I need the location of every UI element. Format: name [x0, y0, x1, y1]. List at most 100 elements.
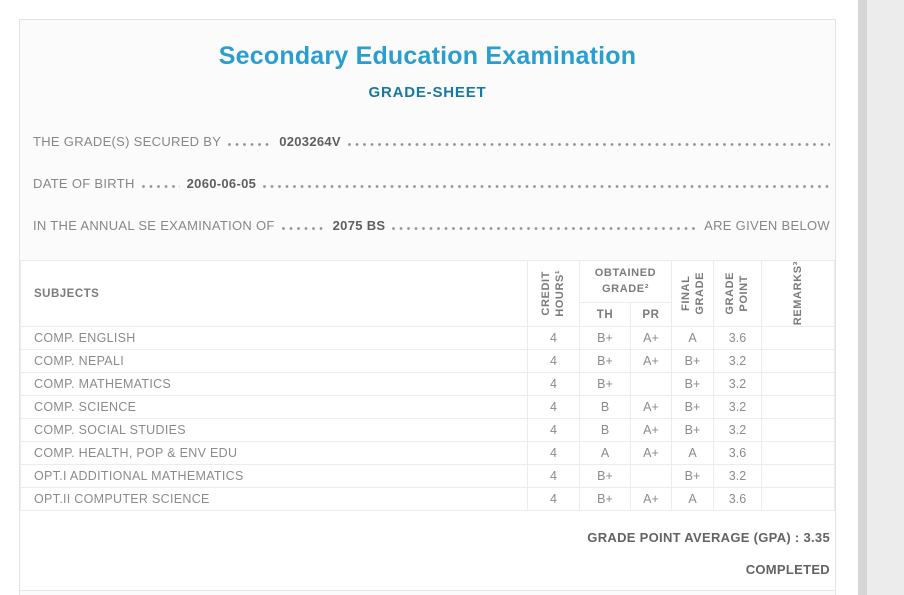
- remarks-cell: [761, 464, 835, 488]
- final-grade-cell: B+: [671, 464, 714, 488]
- header-row-1: SUBJECTS CREDIT HOURS¹ OBTAINED GRADE² F…: [20, 259, 835, 327]
- subject-cell: COMP. NEPALI: [20, 349, 528, 373]
- remarks-cell: [761, 372, 835, 396]
- final-grade-cell: B+: [671, 372, 714, 396]
- remarks-cell: [761, 326, 835, 350]
- final-grade-header: FINAL GRADE: [671, 260, 714, 327]
- th-grade-cell: A: [579, 441, 631, 465]
- intro-section: THE GRADE(S) SECURED BY 0203264V DATE OF…: [20, 134, 835, 234]
- dotted-leader: [347, 143, 830, 146]
- grade-point-cell: 3.2: [713, 418, 762, 442]
- table-row: COMP. ENGLISH 4 B+ A+ A 3.6: [20, 326, 835, 350]
- subject-cell: COMP. MATHEMATICS: [20, 372, 528, 396]
- examination-year-value: 2075 BS: [332, 218, 386, 233]
- subjects-header: SUBJECTS: [20, 260, 528, 327]
- secured-by-label: THE GRADE(S) SECURED BY: [33, 134, 222, 149]
- date-of-birth-line: DATE OF BIRTH 2060-06-05: [33, 176, 830, 192]
- grade-point-cell: 3.6: [713, 487, 762, 511]
- credit-cell: 4: [527, 464, 580, 488]
- table-row: COMP. MATHEMATICS 4 B+ B+ 3.2: [20, 372, 835, 396]
- result-summary: GRADE POINT AVERAGE (GPA) : 3.35 COMPLET…: [20, 511, 835, 591]
- subject-cell: COMP. SOCIAL STUDIES: [20, 418, 528, 442]
- page-subtitle: GRADE-SHEET: [368, 84, 487, 101]
- subject-cell: OPT.II COMPUTER SCIENCE: [20, 487, 528, 511]
- pr-grade-cell: A+: [630, 326, 672, 350]
- final-grade-cell: B+: [671, 418, 714, 442]
- obtained-grade-header: OBTAINED GRADE²: [579, 259, 672, 304]
- theory-header: TH: [579, 302, 631, 327]
- table-row: COMP. SOCIAL STUDIES 4 B A+ B+ 3.2: [20, 418, 835, 442]
- remarks-cell: [761, 441, 835, 465]
- th-grade-cell: B+: [579, 326, 631, 350]
- grade-point-cell: 3.2: [713, 464, 762, 488]
- grade-sheet-card: Secondary Education Examination GRADE-SH…: [19, 19, 836, 595]
- pr-grade-cell: A+: [630, 349, 672, 373]
- pr-grade-cell: A+: [630, 395, 672, 419]
- th-grade-cell: B+: [579, 349, 631, 373]
- grade-point-cell: 3.6: [713, 441, 762, 465]
- grade-point-cell: 3.2: [713, 349, 762, 373]
- secured-by-line: THE GRADE(S) SECURED BY 0203264V: [33, 134, 830, 150]
- status-badge: COMPLETED: [745, 562, 830, 577]
- remarks-cell: [761, 349, 835, 373]
- gpa-label: GRADE POINT AVERAGE (GPA) :: [587, 530, 800, 545]
- remarks-cell: [761, 418, 835, 442]
- credit-cell: 4: [527, 372, 580, 396]
- dotted-leader: [392, 227, 698, 230]
- pr-grade-cell: A+: [630, 487, 672, 511]
- remarks-header: REMARKS³: [761, 260, 835, 327]
- dotted-leader: [281, 227, 326, 230]
- th-grade-cell: B: [579, 395, 631, 419]
- dotted-leader: [141, 185, 180, 188]
- table-row: OPT.I ADDITIONAL MATHEMATICS 4 B+ B+ 3.2: [20, 464, 835, 488]
- grades-table-section: SUBJECTS CREDIT HOURS¹ OBTAINED GRADE² F…: [20, 259, 835, 591]
- pr-grade-cell: [630, 464, 672, 488]
- final-grade-cell: B+: [671, 349, 714, 373]
- pr-grade-cell: A+: [630, 441, 672, 465]
- credit-cell: 4: [527, 326, 580, 350]
- grades-table: SUBJECTS CREDIT HOURS¹ OBTAINED GRADE² F…: [20, 259, 835, 511]
- examination-label: IN THE ANNUAL SE EXAMINATION OF: [33, 218, 275, 233]
- date-of-birth-value: 2060-06-05: [186, 176, 257, 191]
- gpa-line: GRADE POINT AVERAGE (GPA) : 3.35: [25, 530, 830, 545]
- page-title: Secondary Education Examination: [218, 42, 637, 70]
- credit-cell: 4: [527, 441, 580, 465]
- table-row: OPT.II COMPUTER SCIENCE 4 B+ A+ A 3.6: [20, 487, 835, 511]
- table-row: COMP. SCIENCE 4 B A+ B+ 3.2: [20, 395, 835, 419]
- final-grade-cell: A: [671, 487, 714, 511]
- final-grade-cell: B+: [671, 395, 714, 419]
- are-given-below-label: ARE GIVEN BELOW: [704, 218, 830, 233]
- th-grade-cell: B+: [579, 464, 631, 488]
- remarks-cell: [761, 395, 835, 419]
- right-gutter: [867, 0, 904, 595]
- dotted-leader: [228, 143, 273, 146]
- th-grade-cell: B+: [579, 372, 631, 396]
- table-row: COMP. NEPALI 4 B+ A+ B+ 3.2: [20, 349, 835, 373]
- credit-cell: 4: [527, 395, 580, 419]
- remarks-cell: [761, 487, 835, 511]
- credit-cell: 4: [527, 487, 580, 511]
- subject-cell: COMP. ENGLISH: [20, 326, 528, 350]
- grade-point-cell: 3.2: [713, 395, 762, 419]
- practical-header: PR: [630, 302, 672, 327]
- subject-cell: COMP. SCIENCE: [20, 395, 528, 419]
- pr-grade-cell: [630, 372, 672, 396]
- subject-cell: COMP. HEALTH, POP & ENV EDU: [20, 441, 528, 465]
- table-row: COMP. HEALTH, POP & ENV EDU 4 A A+ A 3.6: [20, 441, 835, 465]
- vertical-scrollbar-thumb[interactable]: [858, 0, 867, 595]
- th-grade-cell: B+: [579, 487, 631, 511]
- date-of-birth-label: DATE OF BIRTH: [33, 176, 135, 191]
- credit-hours-header: CREDIT HOURS¹: [527, 260, 580, 327]
- symbol-number-value: 0203264V: [279, 134, 341, 149]
- credit-cell: 4: [527, 418, 580, 442]
- final-grade-cell: A: [671, 326, 714, 350]
- gpa-value: 3.35: [803, 530, 830, 545]
- grade-point-header: GRADE POINT: [713, 260, 762, 327]
- header-row-2: TH PR: [21, 302, 835, 327]
- dotted-leader: [263, 185, 830, 188]
- subject-cell: OPT.I ADDITIONAL MATHEMATICS: [20, 464, 528, 488]
- grade-point-cell: 3.6: [713, 326, 762, 350]
- pr-grade-cell: A+: [630, 418, 672, 442]
- th-grade-cell: B: [579, 418, 631, 442]
- credit-cell: 4: [527, 349, 580, 373]
